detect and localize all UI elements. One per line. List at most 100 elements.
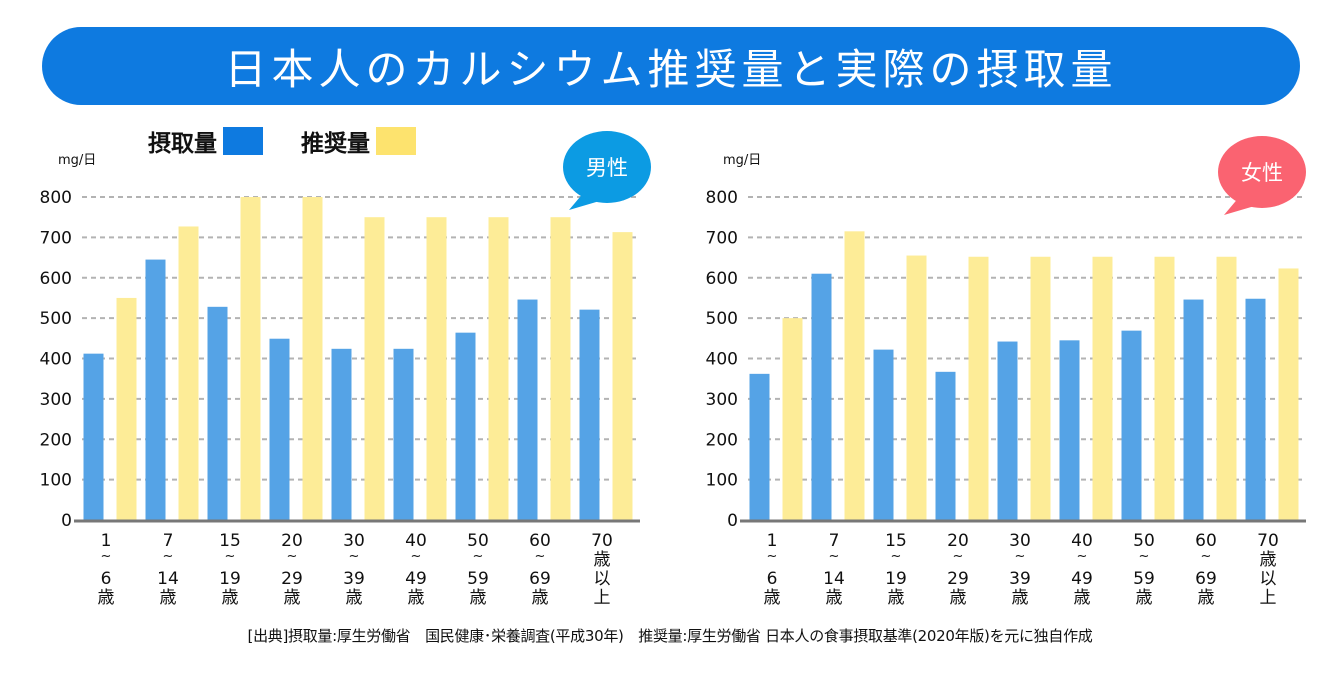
x-tick-label: 15	[219, 531, 241, 551]
x-tick-label: 歳	[346, 588, 363, 608]
x-tick-label: ~	[287, 549, 298, 564]
x-tick-label: ~	[349, 549, 360, 564]
x-tick-label: 39	[343, 569, 365, 589]
x-tick-label: 19	[885, 569, 907, 589]
intake-bar	[1245, 298, 1266, 520]
x-tick-label: 19	[219, 569, 241, 589]
intake-bar	[1121, 330, 1142, 520]
x-tick-label: ~	[891, 549, 902, 564]
recommended-bar	[1278, 268, 1299, 520]
x-tick-label: ~	[535, 549, 546, 564]
x-tick-label: 歳	[764, 588, 781, 608]
source-footer: [出典]摂取量:厚生労働省 国民健康･栄養調査(平成30年) 推奨量:厚生労働省…	[247, 627, 1093, 645]
intake-bar	[579, 309, 600, 520]
x-tick-label: 60	[1195, 531, 1217, 551]
y-tick-label: 700	[40, 228, 72, 248]
x-tick-label: 70	[591, 531, 613, 551]
undefined-ylabel: mg/日	[723, 153, 761, 168]
y-tick-label: 100	[40, 471, 72, 491]
x-tick-label: 歳	[826, 588, 843, 608]
x-tick-label: 69	[1195, 569, 1217, 589]
x-tick-label: 6	[101, 569, 112, 589]
x-tick-label: 7	[829, 531, 840, 551]
recommended-bar	[116, 297, 137, 520]
intake-bar	[935, 371, 956, 520]
legend: 摂取量 推奨量	[148, 124, 454, 158]
intake-bar	[269, 338, 290, 520]
intake-bar	[997, 341, 1018, 520]
x-tick-label: 40	[1071, 531, 1093, 551]
legend-label-recommended: 推奨量	[301, 131, 370, 157]
x-tick-label: 7	[163, 531, 174, 551]
x-tick-label: 歳	[950, 588, 967, 608]
y-tick-label: 800	[706, 188, 738, 208]
x-tick-label: 49	[405, 569, 427, 589]
y-tick-label: 200	[706, 430, 738, 450]
x-tick-label: 50	[467, 531, 489, 551]
title-banner: 日本人のカルシウム推奨量と実際の摂取量	[42, 27, 1300, 105]
y-tick-label: 500	[706, 309, 738, 329]
x-tick-label: 歳	[1136, 588, 1153, 608]
x-tick-label: ~	[101, 549, 112, 564]
x-tick-label: 歳	[470, 588, 487, 608]
x-tick-label: 上	[594, 588, 611, 608]
x-tick-label: 40	[405, 531, 427, 551]
intake-bar	[207, 306, 228, 520]
recommended-bar	[240, 197, 261, 520]
y-tick-label: 800	[40, 188, 72, 208]
intake-bar	[331, 348, 352, 520]
x-tick-label: ~	[1015, 549, 1026, 564]
x-tick-label: 歳	[160, 588, 177, 608]
x-tick-label: 歳	[222, 588, 239, 608]
x-tick-label: 14	[157, 569, 179, 589]
x-tick-label: 15	[885, 531, 907, 551]
x-tick-label: ~	[953, 549, 964, 564]
y-tick-label: 100	[706, 471, 738, 491]
x-tick-label: 20	[281, 531, 303, 551]
y-tick-label: 0	[727, 511, 738, 531]
x-tick-label: 以	[594, 569, 611, 589]
x-tick-label: ~	[1201, 549, 1212, 564]
x-tick-label: ~	[1077, 549, 1088, 564]
y-tick-label: 600	[706, 269, 738, 289]
x-tick-label: ~	[411, 549, 422, 564]
x-tick-label: 歳	[1074, 588, 1091, 608]
legend-label-intake: 摂取量	[148, 131, 217, 157]
intake-bar	[393, 348, 414, 520]
x-tick-label: 歳	[1260, 550, 1277, 570]
recommended-bar	[968, 256, 989, 520]
y-tick-label: 500	[40, 309, 72, 329]
intake-bar	[455, 332, 476, 520]
recommended-bar	[1092, 256, 1113, 520]
x-tick-label: 1	[101, 531, 112, 551]
y-tick-label: 400	[706, 350, 738, 370]
intake-bar	[1059, 340, 1080, 520]
x-tick-label: 59	[1133, 569, 1155, 589]
recommended-bar	[1030, 256, 1051, 520]
x-tick-label: 1	[767, 531, 778, 551]
intake-bar	[873, 349, 894, 520]
recommended-bar	[488, 217, 509, 520]
legend-swatch-recommended	[376, 127, 416, 155]
recommended-bar	[302, 197, 323, 520]
x-tick-label: 歳	[408, 588, 425, 608]
x-tick-label: 歳	[1012, 588, 1029, 608]
recommended-bar	[550, 217, 571, 520]
x-tick-label: 39	[1009, 569, 1031, 589]
x-tick-label: ~	[1139, 549, 1150, 564]
x-tick-label: 上	[1260, 588, 1277, 608]
x-tick-label: ~	[473, 549, 484, 564]
undefined-badge	[563, 131, 651, 203]
undefined-badge-label: 女性	[1241, 161, 1283, 185]
x-tick-label: 14	[823, 569, 845, 589]
x-tick-label: 59	[467, 569, 489, 589]
x-tick-label: 29	[947, 569, 969, 589]
legend-swatch-intake	[223, 127, 263, 155]
x-tick-label: 30	[343, 531, 365, 551]
x-tick-label: 49	[1071, 569, 1093, 589]
y-tick-label: 0	[61, 511, 72, 531]
x-tick-label: 歳	[532, 588, 549, 608]
recommended-bar	[782, 318, 803, 520]
x-tick-label: 60	[529, 531, 551, 551]
x-tick-label: 50	[1133, 531, 1155, 551]
